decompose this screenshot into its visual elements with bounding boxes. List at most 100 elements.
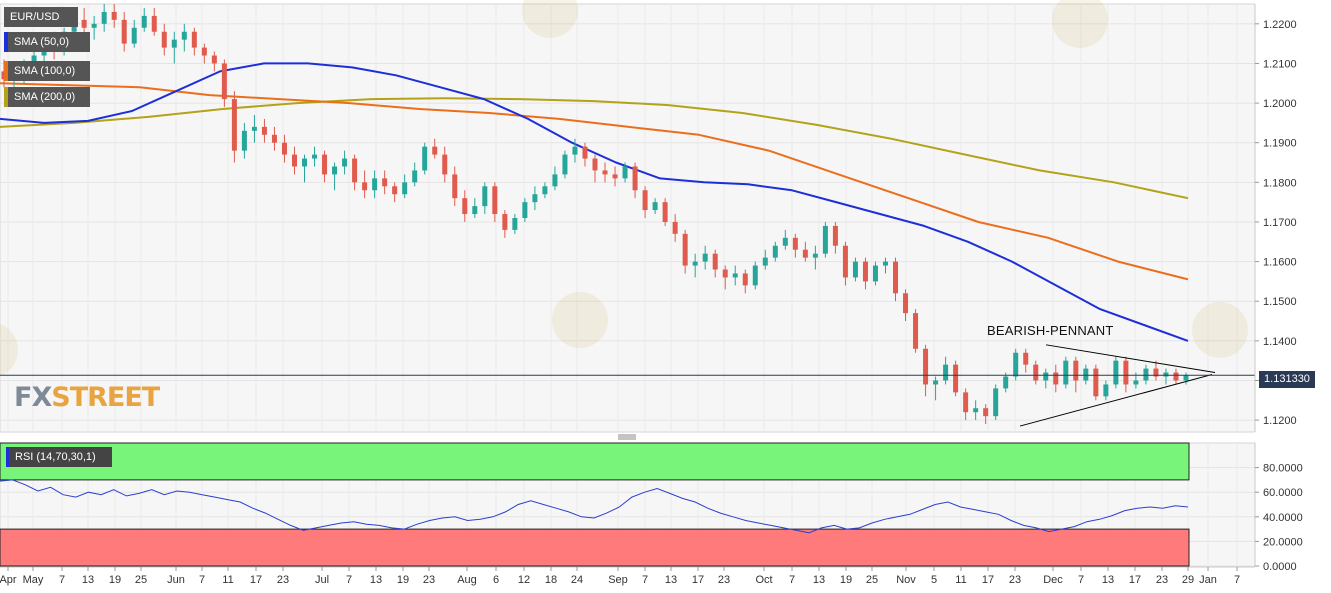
candle-body: [983, 408, 989, 417]
candle-body: [251, 126, 257, 131]
date-tick-label: 23: [1009, 574, 1021, 586]
date-tick-label: 7: [1234, 574, 1240, 586]
candle-body: [903, 293, 909, 314]
candle-body: [281, 142, 287, 155]
rsi-line: [0, 479, 1189, 534]
candle-body: [943, 364, 949, 381]
fxstreet-logo: FXSTREET: [14, 382, 160, 413]
candle-body: [352, 158, 358, 183]
candle-body: [622, 166, 628, 179]
candle-body: [482, 186, 488, 207]
rsi-legend[interactable]: RSI (14,70,30,1): [6, 447, 112, 467]
candle-body: [1123, 360, 1129, 385]
date-tick-label: 17: [1129, 574, 1141, 586]
candle-body: [923, 348, 929, 385]
sma200-legend[interactable]: SMA (200,0): [4, 87, 90, 107]
candle-body: [1183, 375, 1189, 381]
candle-body: [852, 261, 858, 278]
logo-fx: FX: [14, 382, 52, 413]
candle-body: [562, 154, 568, 175]
candle-body: [1033, 364, 1039, 381]
candle-body: [732, 273, 738, 278]
candle-body: [1043, 372, 1049, 381]
date-tick-label: 19: [840, 574, 852, 586]
rsi-pane: [0, 442, 1256, 567]
candle-body: [442, 154, 448, 175]
watermark-emblem: [522, 0, 578, 38]
candle-body: [261, 126, 267, 135]
candle-body: [322, 154, 328, 175]
candle-body: [582, 146, 588, 159]
candle-body: [812, 253, 818, 258]
candle-body: [31, 55, 37, 66]
candle-body: [432, 146, 438, 155]
rsi-oversold-zone: [0, 528, 1190, 567]
candle-body: [241, 130, 247, 151]
candle-body: [412, 170, 418, 183]
candle-body: [81, 19, 87, 28]
date-tick-label: Dec: [1043, 574, 1063, 586]
candle-body: [1063, 360, 1069, 385]
pane-divider-handle[interactable]: [0, 434, 1255, 440]
symbol-label: EUR/USD: [4, 7, 78, 27]
date-tick-label: Jun: [167, 574, 185, 586]
date-tick-label: Aug: [457, 574, 477, 586]
date-tick-label: 23: [1156, 574, 1168, 586]
candle-body: [702, 253, 708, 262]
date-tick-label: 17: [982, 574, 994, 586]
date-tick-label: Jan: [1199, 574, 1217, 586]
date-tick-label: 24: [571, 574, 583, 586]
date-tick-label: May: [23, 574, 44, 586]
rsi-tick-label: 40.0000: [1263, 512, 1303, 524]
date-tick-label: Sep: [608, 574, 628, 586]
candle-body: [722, 269, 728, 278]
date-tick-label: 11: [222, 574, 233, 586]
candle-body: [1093, 368, 1099, 397]
date-tick-label: Apr: [0, 574, 17, 586]
candle-body: [822, 225, 828, 254]
candle-body: [392, 186, 398, 195]
candle-body: [1153, 368, 1159, 377]
candle-body: [1003, 376, 1009, 389]
candle-body: [402, 182, 408, 195]
logo-street: STREET: [51, 382, 160, 413]
candle-body: [602, 170, 608, 175]
date-tick-label: 13: [1102, 574, 1114, 586]
rsi-tick-label: 60.0000: [1263, 487, 1303, 499]
date-tick-label: 11: [955, 574, 966, 586]
candle-body: [271, 134, 277, 143]
watermark-emblem: [1052, 0, 1108, 48]
candle-body: [1103, 384, 1109, 397]
candle-body: [913, 313, 919, 349]
candle-body: [522, 202, 528, 218]
price-tick-label: 1.1200: [1263, 415, 1297, 427]
sma-lines: [0, 62, 1189, 342]
date-tick-label: 13: [82, 574, 94, 586]
date-tick-label: 7: [789, 574, 795, 586]
candle-body: [101, 11, 107, 24]
candle-body: [1113, 360, 1119, 385]
sma100-legend[interactable]: SMA (100,0): [4, 61, 90, 81]
price-tick-label: 1.1900: [1263, 138, 1297, 150]
candle-body: [1133, 380, 1139, 385]
candle-body: [141, 15, 147, 28]
candle-body: [692, 261, 698, 266]
watermark-emblem: [552, 292, 608, 348]
candle-body: [993, 388, 999, 417]
date-tick-label: 29: [1182, 574, 1194, 586]
candle-body: [151, 15, 157, 32]
candle-body: [171, 39, 177, 48]
candle-body: [161, 31, 167, 48]
sma50-legend[interactable]: SMA (50,0): [4, 32, 90, 52]
price-tick-label: 1.1600: [1263, 257, 1297, 269]
date-tick-label: 13: [665, 574, 677, 586]
candle-body: [963, 392, 969, 413]
candle-body: [1073, 360, 1079, 381]
candle-body: [472, 206, 478, 215]
date-tick-label: 7: [199, 574, 205, 586]
candle-body: [612, 174, 618, 179]
candle-body: [492, 186, 498, 215]
candle-body: [1163, 372, 1169, 377]
candle-body: [372, 178, 378, 191]
watermark-emblem: [1192, 302, 1248, 358]
